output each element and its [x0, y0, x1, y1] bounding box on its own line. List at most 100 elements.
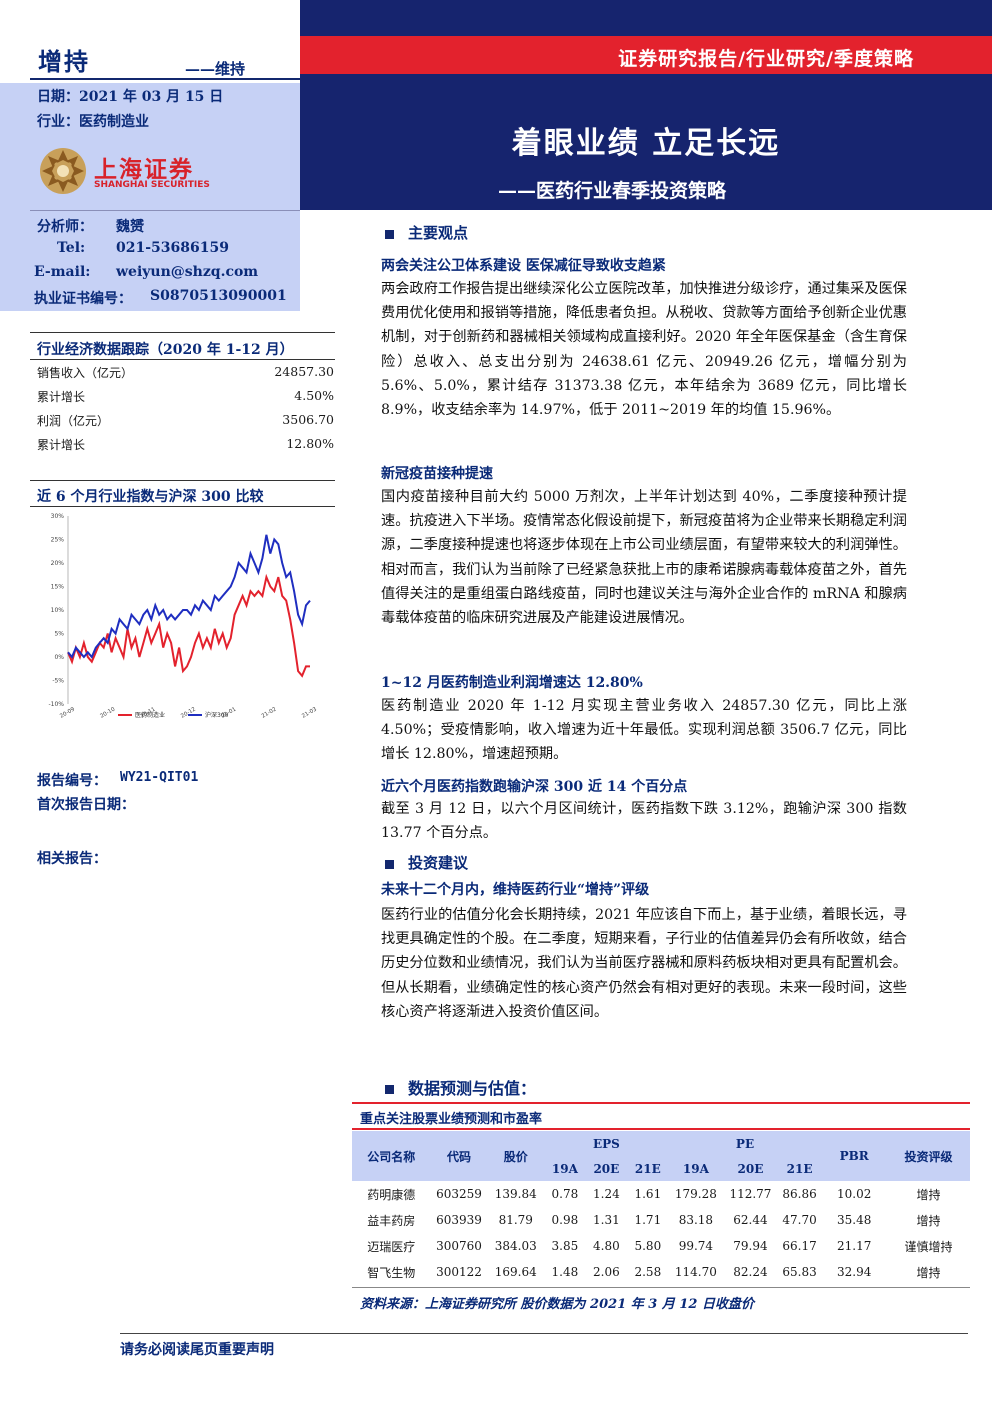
divider	[30, 506, 335, 507]
left-info-band	[0, 83, 300, 311]
col-eps-21e: 21E	[634, 1161, 661, 1176]
table-cell: 迈瑞医疗	[367, 1239, 416, 1254]
table-cell: 112.77	[729, 1187, 772, 1201]
y-tick-label: 30%	[51, 513, 65, 520]
table-cell: 谨慎增持	[904, 1239, 953, 1254]
row-value: 12.80%	[286, 436, 334, 451]
table-cell: 114.70	[674, 1265, 717, 1279]
table-rule	[352, 1128, 970, 1130]
table-cell: 1.31	[593, 1213, 620, 1227]
bullet-square-icon	[385, 859, 394, 869]
table-header-bg	[352, 1131, 970, 1181]
cert-value: S0870513090001	[150, 288, 287, 304]
y-tick-label: -10%	[48, 701, 64, 708]
table-cell: 增持	[916, 1187, 941, 1202]
company-logo-icon	[40, 148, 86, 194]
header-red-strip	[300, 36, 992, 74]
table-cell: 179.28	[674, 1187, 717, 1201]
report-subtitle: ——医药行业春季投资策略	[498, 180, 727, 202]
report-no-label: 报告编号：	[37, 773, 107, 789]
divider	[30, 480, 335, 481]
col-eps-20e: 20E	[593, 1161, 620, 1176]
y-tick-label: 0%	[54, 654, 64, 661]
table-cell: 35.48	[836, 1213, 872, 1227]
table-cell: 3.85	[551, 1239, 579, 1253]
table-cell: 82.24	[733, 1265, 768, 1279]
table-cell: 32.94	[836, 1265, 872, 1279]
x-tick-label: 20-09	[59, 706, 76, 719]
table-top-rule	[352, 1102, 970, 1104]
y-tick-label: -5%	[52, 678, 64, 685]
col-rating: 投资评级	[904, 1149, 953, 1164]
table-cell: 2.58	[634, 1265, 662, 1279]
x-tick-label: 20-12	[180, 707, 197, 720]
col-pe: PE	[735, 1136, 755, 1151]
table-cell: 1.48	[551, 1265, 579, 1279]
col-price: 股价	[503, 1149, 528, 1164]
table-bottom-rule	[352, 1287, 970, 1288]
table-cell: 21.17	[836, 1239, 872, 1253]
header-banner	[300, 0, 992, 210]
row-value: 24857.30	[274, 364, 334, 379]
analyst-name-label: 分析师：	[37, 219, 93, 235]
table-cell: 1.71	[634, 1213, 662, 1227]
industry-label: 行业：医药制造业	[37, 114, 149, 130]
index-comparison-chart: 30% 25% 20% 15% 10% 5% 0% -5% -10%20-09 20-10 20-1…	[48, 513, 318, 720]
footer-disclaimer[interactable]: 请务必阅读尾页重要声明	[120, 1342, 274, 1358]
tel-value: 021-53686159	[116, 240, 229, 256]
report-date: 日期：2021 年 03 月 15 日	[37, 89, 224, 105]
email-value[interactable]: weiyun@shzq.com	[116, 264, 259, 280]
forecast-table-title: 重点关注股票业绩预测和市盈率	[360, 1112, 543, 1127]
cert-label: 执业证书编号：	[34, 291, 132, 307]
economy-row: 累计增长 4.50%	[37, 388, 334, 405]
paragraph: 截至 3 月 12 日，以六个月区间统计，医药指数下跌 3.12%，跑输沪深 3…	[381, 801, 907, 842]
row-label: 利润（亿元）	[37, 414, 110, 428]
table-cell: 62.44	[733, 1213, 768, 1227]
divider	[30, 78, 300, 80]
y-tick-label: 5%	[54, 631, 64, 638]
table-cell: 增持	[916, 1265, 941, 1280]
subheading: 近六个月医药指数跑输沪深 300 近 14 个百分点	[381, 779, 688, 795]
col-company: 公司名称	[367, 1149, 416, 1164]
table-cell: 10.02	[836, 1187, 872, 1201]
col-pe-19a: 19A	[682, 1161, 709, 1176]
economy-table-title: 行业经济数据跟踪（2020 年 1-12 月）	[37, 342, 294, 358]
table-cell: 增持	[916, 1213, 941, 1228]
table-source: 资料来源：上海证券研究所 股价数据为 2021 年 3 月 12 日收盘价	[360, 1297, 754, 1312]
table-cell: 300760	[436, 1239, 482, 1253]
x-tick-label: 20-10	[99, 706, 116, 719]
logo-text-en: SHANGHAI SECURITIES	[94, 180, 210, 190]
y-tick-label: 20%	[51, 560, 65, 567]
col-pe-20e: 20E	[737, 1161, 764, 1176]
table-row: 迈瑞医疗 300760 384.03 3.85 4.80 5.80 99.74 79.94 66…	[352, 1233, 970, 1259]
x-tick-label: 21-02	[261, 707, 278, 720]
series-line-csi300	[67, 534, 311, 659]
table-cell: 603259	[436, 1187, 482, 1201]
col-eps: EPS	[592, 1136, 620, 1151]
divider	[30, 332, 335, 333]
table-cell: 4.80	[593, 1239, 620, 1253]
forecast-table: 公司名称 代码 股价 EPS PE PBR 投资评级 19A 20E 21E 1…	[352, 1131, 970, 1285]
rating-change: ——维持	[185, 60, 246, 78]
table-cell: 86.86	[782, 1187, 817, 1201]
report-no: WY21-QIT01	[120, 770, 199, 785]
report-type: 证券研究报告/行业研究/季度策略	[618, 48, 914, 70]
section-heading-key-points: 主要观点	[385, 222, 468, 243]
table-cell: 79.94	[733, 1239, 768, 1253]
legend-label: 医药制造业	[135, 711, 165, 719]
table-cell: 益丰药房	[367, 1213, 416, 1228]
subheading: 新冠疫苗接种提速	[381, 466, 493, 482]
table-cell: 0.78	[551, 1187, 579, 1201]
paragraph: 医药行业的估值分化会长期持续，2021 年应该自下而上，基于业绩，着眼长远，寻找…	[381, 907, 907, 1020]
table-cell: 603939	[436, 1213, 482, 1227]
rating-label: 增持	[38, 47, 90, 76]
col-pe-21e: 21E	[786, 1161, 813, 1176]
subheading: 未来十二个月内，维持医药行业“增持”评级	[381, 882, 650, 898]
x-tick-label: 21-03	[301, 706, 318, 719]
table-row: 药明康德 603259 139.84 0.78 1.24 1.61 179.28 112.77…	[352, 1181, 970, 1207]
divider	[30, 210, 300, 211]
row-label: 销售收入（亿元）	[37, 366, 134, 380]
section-heading-forecast: 数据预测与估值：	[385, 1075, 536, 1099]
y-tick-label: 10%	[51, 607, 65, 614]
col-eps-19a: 19A	[551, 1161, 578, 1176]
